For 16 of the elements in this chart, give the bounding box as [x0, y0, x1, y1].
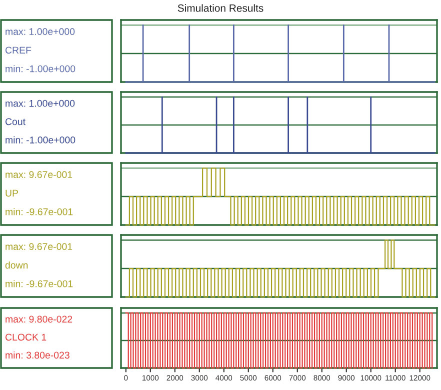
text: min: 3.80e-023 [6, 351, 70, 359]
text: down [5, 261, 28, 269]
text: max: 9.80e-022 [6, 316, 72, 323]
text: max: 9.67e-001 [6, 171, 72, 178]
text: max: 1.00e+000 [6, 28, 75, 36]
chart-title: Simulation Results [178, 4, 264, 12]
text: UP [6, 190, 18, 197]
text: min: -9.67e-001 [6, 280, 73, 288]
text: max: 1.00e+000 [6, 100, 75, 107]
text: CREF [5, 46, 32, 54]
text: min: -9.67e-001 [6, 208, 73, 216]
text: max: 9.67e-001 [6, 243, 72, 250]
text: min: -1.00e+000 [6, 136, 76, 144]
text: Cout [5, 118, 26, 126]
text: CLOCK 1 [5, 334, 46, 341]
text: min: -1.00e+000 [6, 65, 76, 72]
